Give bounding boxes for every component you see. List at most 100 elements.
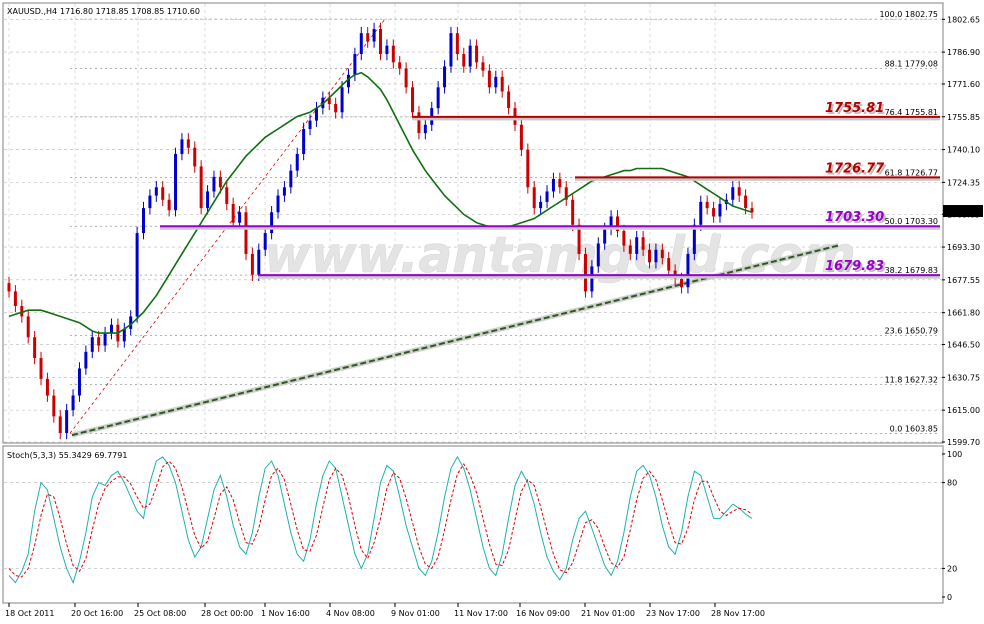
candle-bear bbox=[167, 199, 171, 211]
candle-bear bbox=[577, 224, 581, 254]
stoch-tick-label: 80 bbox=[947, 479, 957, 488]
candle-bull bbox=[109, 324, 113, 334]
candle-bull bbox=[609, 216, 613, 229]
y-tick-label: 1771.60 bbox=[947, 80, 980, 89]
candle-bull bbox=[436, 87, 440, 109]
key-level-label: 1679.83 bbox=[825, 259, 884, 274]
candle-bear bbox=[487, 70, 491, 88]
candle-bull bbox=[718, 203, 722, 217]
candle-bear bbox=[583, 253, 587, 292]
candle-bear bbox=[45, 378, 49, 396]
candle-bull bbox=[468, 45, 472, 67]
y-tick-label: 1693.30 bbox=[947, 243, 980, 252]
y-tick-label: 1724.35 bbox=[947, 178, 980, 187]
candle-bull bbox=[385, 45, 389, 54]
fib-level-label: 11.8 1627.32 bbox=[885, 375, 938, 384]
candle-bear bbox=[231, 203, 235, 223]
x-tick-label: 4 Nov 08:00 bbox=[326, 609, 375, 618]
candle-bear bbox=[558, 178, 562, 188]
y-tick-label: 1677.55 bbox=[947, 276, 980, 285]
candle-bull bbox=[423, 124, 427, 134]
candle-bear bbox=[526, 149, 530, 188]
candle-bear bbox=[391, 45, 395, 63]
stoch-signal-line bbox=[8, 460, 753, 578]
candle-bull bbox=[603, 228, 607, 244]
candle-bear bbox=[404, 68, 408, 88]
y-tick-label: 1802.65 bbox=[947, 15, 980, 24]
candle-bear bbox=[39, 358, 43, 379]
candle-bull bbox=[308, 120, 312, 129]
candle-bear bbox=[744, 195, 748, 209]
moving-average bbox=[8, 71, 753, 334]
y-tick-label: 1786.90 bbox=[947, 48, 980, 57]
candle-bear bbox=[193, 147, 197, 167]
stoch-main-line bbox=[8, 455, 753, 585]
stoch-header: Stoch(5,3,3) 55.3429 69.7791 bbox=[7, 451, 127, 460]
candle-bull bbox=[135, 233, 139, 317]
candle-bear bbox=[462, 53, 466, 67]
candle-bear bbox=[564, 187, 568, 200]
candle-bear bbox=[186, 139, 190, 148]
current-price-marker bbox=[943, 205, 983, 218]
candle-bull bbox=[103, 333, 107, 346]
x-tick-label: 20 Oct 16:00 bbox=[71, 609, 123, 618]
candle-bull bbox=[77, 368, 81, 396]
stoch-tick-label: 0 bbox=[947, 593, 952, 602]
candle-bear bbox=[225, 187, 229, 204]
candle-bull bbox=[142, 208, 146, 234]
candle-bull bbox=[302, 128, 306, 154]
candle-bull bbox=[731, 187, 735, 200]
candle-bear bbox=[532, 187, 536, 209]
y-tick-label: 1740.10 bbox=[947, 146, 980, 155]
candle-bull bbox=[340, 87, 344, 113]
fib-level-label: 50.0 1703.30 bbox=[885, 217, 938, 226]
candle-bull bbox=[372, 28, 376, 42]
candle-bear bbox=[680, 278, 684, 288]
x-tick-label: 21 Nov 01:00 bbox=[581, 609, 635, 618]
candle-bull bbox=[590, 266, 594, 292]
candles bbox=[7, 22, 754, 440]
candle-bear bbox=[615, 216, 619, 232]
candle-bear bbox=[7, 283, 11, 292]
stochastic-oscillator: 100 80 20 0 bbox=[4, 450, 962, 602]
moving-average-line bbox=[8, 71, 753, 334]
candle-bull bbox=[148, 195, 152, 209]
candle-bull bbox=[270, 212, 274, 234]
candle-bull bbox=[699, 201, 703, 225]
candle-bull bbox=[346, 74, 350, 88]
candle-bull bbox=[692, 224, 696, 254]
candle-bull bbox=[84, 351, 88, 369]
y-tick-label: 1630.75 bbox=[947, 373, 980, 382]
fib-level-label: 61.8 1726.77 bbox=[885, 168, 938, 177]
candle-bull bbox=[494, 76, 498, 88]
candle-bull bbox=[635, 237, 639, 254]
candle-bear bbox=[737, 187, 741, 196]
x-tick-label: 28 Nov 17:00 bbox=[711, 609, 765, 618]
candle-bull bbox=[276, 195, 280, 213]
candle-bull bbox=[180, 139, 184, 154]
y-tick-label: 1615.00 bbox=[947, 406, 980, 415]
main-panel-frame bbox=[2, 2, 944, 444]
candle-bull bbox=[65, 410, 69, 434]
candle-bear bbox=[705, 201, 709, 209]
candle-bull bbox=[443, 66, 447, 88]
candle-bear bbox=[244, 212, 248, 254]
key-level-labels: 1755.811755.811726.771726.771703.301703.… bbox=[160, 101, 940, 279]
time-axis: 18 Oct 2011 20 Oct 16:00 25 Oct 08:00 28 Oc… bbox=[5, 603, 765, 618]
y-tick-label: 1755.85 bbox=[947, 113, 980, 122]
x-tick-label: 23 Nov 17:00 bbox=[646, 609, 700, 618]
price-axis: 1802.65 1786.90 1771.60 1755.85 1740.10 1724.… bbox=[942, 15, 983, 447]
x-tick-label: 28 Oct 00:00 bbox=[201, 609, 253, 618]
candle-bull bbox=[449, 33, 453, 67]
candle-bear bbox=[641, 237, 645, 250]
candle-bull bbox=[353, 53, 357, 75]
candle-bear bbox=[334, 103, 338, 113]
candle-bull bbox=[282, 187, 286, 196]
key-level-label-shadow: 1679.83 bbox=[827, 261, 886, 276]
candle-bull bbox=[295, 153, 299, 171]
candle-bear bbox=[481, 62, 485, 71]
key-level-label: 1726.77 bbox=[825, 161, 885, 176]
candle-bear bbox=[218, 176, 222, 188]
candle-bull bbox=[257, 249, 261, 275]
